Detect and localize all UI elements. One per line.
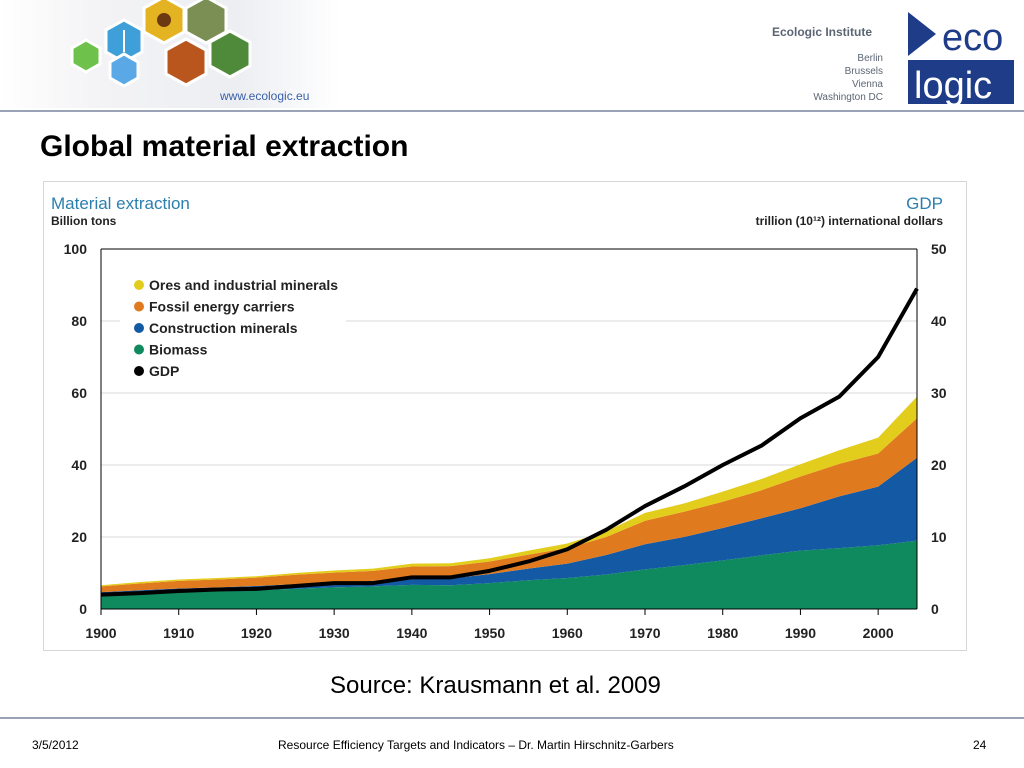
area-ores: [101, 396, 917, 587]
legend-label-ores: Ores and industrial minerals: [149, 277, 338, 293]
city-item: Vienna: [852, 79, 883, 90]
page-number: 24: [973, 738, 987, 752]
y-right-tick-label: 20: [931, 457, 947, 473]
y-left-tick-label: 40: [71, 457, 87, 473]
right-axis-title: GDP: [906, 194, 943, 213]
city-item: Brussels: [844, 66, 883, 77]
hexagon-photo-banner: [0, 0, 340, 108]
y-left-tick-label: 60: [71, 385, 87, 401]
area-construction: [101, 457, 917, 596]
footer-presentation-title: Resource Efficiency Targets and Indicato…: [278, 738, 674, 752]
gdp-line: [100, 287, 919, 597]
header-divider: [0, 110, 1024, 112]
logo-top-text: eco: [942, 17, 1003, 59]
legend: Ores and industrial minerals Fossil energ…: [120, 274, 346, 386]
tree-icon: [208, 29, 252, 79]
legend-label-biomass: Biomass: [149, 342, 208, 358]
right-axis-unit: trillion (10¹²) international dollars: [756, 214, 944, 228]
x-tick-label: 1920: [241, 625, 272, 641]
city-list: Berlin Brussels Vienna Washington DC: [813, 52, 883, 104]
legend-swatch-ores: [134, 280, 144, 290]
y-left-tick-label: 20: [71, 529, 87, 545]
website-link[interactable]: www.ecologic.eu: [220, 89, 310, 103]
x-tick-label: 1940: [396, 625, 427, 641]
hexagon-blue-icon: [108, 52, 140, 88]
y-right-tick-label: 0: [931, 601, 939, 617]
x-tick-label: 1900: [85, 625, 116, 641]
slide-header: www.ecologic.eu Ecologic Institute Berli…: [0, 0, 1024, 112]
chart-container: 1900 1910 1920 1930 1940 1950 1960 1970 1980 1990…: [43, 181, 967, 651]
axes: 1900 1910 1920 1930 1940 1950 1960 1970 1980 1990…: [64, 241, 947, 641]
left-axis-title: Material extraction: [51, 194, 190, 213]
legend-label-construction: Construction minerals: [149, 320, 298, 336]
x-tick-label: 1930: [319, 625, 350, 641]
page-title: Global material extraction: [40, 130, 409, 163]
y-left-tick-label: 80: [71, 313, 87, 329]
gdp-line-layer: [100, 287, 919, 597]
area-fossil: [101, 418, 917, 593]
legend-swatch-fossil: [134, 301, 144, 312]
legend-swatch-construction: [134, 323, 144, 333]
institute-name: Ecologic Institute: [772, 25, 873, 39]
legend-swatch-gdp: [134, 366, 144, 376]
ecologic-logo: eco logic: [908, 12, 1014, 106]
legend-label-fossil: Fossil energy carriers: [149, 299, 295, 315]
material-extraction-chart: 1900 1910 1920 1930 1940 1950 1960 1970 1980 1990…: [51, 194, 947, 641]
stacked-areas: [101, 396, 917, 609]
x-tick-label: 1990: [785, 625, 816, 641]
y-right-tick-label: 30: [931, 385, 947, 401]
y-right-tick-label: 10: [931, 529, 947, 545]
x-tick-label: 1980: [707, 625, 738, 641]
x-tick-label: 1910: [163, 625, 194, 641]
x-tick-label: 1950: [474, 625, 505, 641]
area-biomass: [101, 540, 917, 609]
logo-bottom-text: logic: [914, 65, 992, 106]
city-item: Berlin: [857, 53, 883, 64]
x-tick-label: 2000: [863, 625, 894, 641]
logo-box: [908, 60, 1014, 104]
y-left-tick-label: 0: [79, 601, 87, 617]
x-tick-label: 1970: [629, 625, 660, 641]
footer-date: 3/5/2012: [32, 738, 79, 752]
hexagon-green-icon: [70, 38, 102, 74]
legend-label-gdp: GDP: [149, 363, 179, 379]
legend-swatch-biomass: [134, 344, 144, 355]
city-item: Washington DC: [813, 92, 883, 103]
left-axis-unit: Billion tons: [51, 214, 117, 228]
logo-arrow-icon: [908, 12, 936, 56]
y-left-tick-label: 100: [64, 241, 88, 257]
footer-divider: [0, 717, 1024, 719]
y-right-tick-label: 40: [931, 313, 947, 329]
y-right-tick-label: 50: [931, 241, 947, 257]
legend-background: [120, 274, 346, 386]
x-tick-label: 1960: [552, 625, 583, 641]
source-citation: Source: Krausmann et al. 2009: [330, 672, 661, 699]
fire-icon: [164, 37, 208, 87]
